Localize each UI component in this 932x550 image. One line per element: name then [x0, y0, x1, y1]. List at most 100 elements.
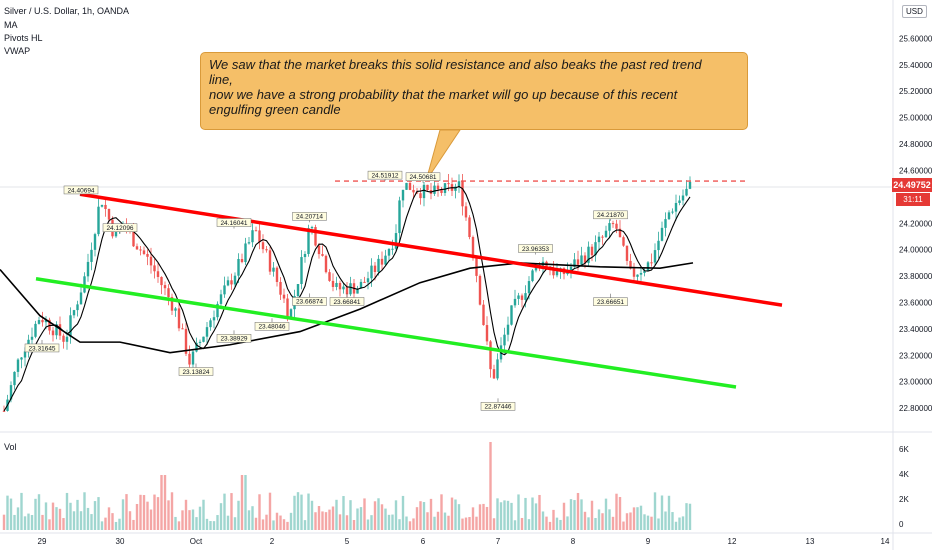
pivot-label-box	[480, 402, 516, 411]
candle-body	[482, 304, 485, 326]
candle-body	[587, 246, 590, 263]
candle-body	[468, 217, 471, 238]
candle-body	[233, 275, 237, 285]
candle-body	[657, 240, 660, 251]
pivot-label: 24.12096	[106, 225, 133, 232]
volume-bar	[394, 500, 398, 530]
candle-body	[573, 259, 576, 267]
volume-bar	[583, 511, 587, 530]
volume-bar	[625, 513, 629, 530]
volume-bar	[300, 494, 303, 530]
volume-bar	[548, 521, 552, 530]
volume-bar	[580, 499, 583, 530]
indicator-ma[interactable]: MA	[4, 20, 18, 30]
candle-body	[436, 185, 440, 190]
volume-bar	[37, 494, 41, 530]
candle-body	[230, 280, 233, 285]
currency-badge[interactable]: USD	[902, 5, 927, 18]
candle-body	[688, 181, 692, 189]
indicator-pivots[interactable]: Pivots HL	[4, 33, 43, 43]
volume-bar	[314, 512, 317, 530]
candle-body	[583, 255, 587, 263]
volume-tick: 6K	[899, 445, 909, 454]
price-tick: 23.20000	[899, 351, 932, 360]
volume-bar	[667, 495, 671, 530]
candle-body	[373, 265, 377, 272]
volume-bar	[569, 499, 573, 530]
countdown-tag: 31:11	[896, 193, 930, 206]
volume-bar	[492, 518, 496, 530]
candle-body	[226, 280, 230, 286]
candle-body	[342, 286, 345, 290]
volume-bar	[643, 514, 646, 530]
candle-body	[90, 249, 93, 262]
volume-bar	[408, 521, 412, 530]
price-tick: 23.80000	[899, 272, 932, 281]
candle-body	[275, 267, 279, 282]
candle-body	[489, 341, 492, 370]
candle-body	[135, 246, 139, 250]
candle-body	[387, 248, 391, 256]
volume-bar	[429, 498, 433, 530]
volume-bar	[541, 511, 545, 530]
time-tick: Oct	[190, 537, 203, 546]
candle-body	[671, 211, 674, 213]
volume-bar	[576, 492, 580, 530]
candle-body	[69, 315, 72, 337]
pivot-label-box	[405, 172, 441, 182]
candle-body	[625, 245, 629, 261]
candle-body	[41, 320, 44, 323]
pivot-label: 24.40694	[67, 187, 94, 194]
candle-body	[51, 330, 55, 336]
volume-bar	[342, 496, 345, 530]
volume-bar	[415, 507, 419, 530]
time-tick: 13	[806, 537, 815, 546]
volume-bar	[128, 511, 132, 530]
candle-body	[20, 357, 23, 360]
candle-body	[685, 188, 688, 196]
volume-bar	[391, 514, 394, 530]
pivot-label: 23.66651	[597, 299, 624, 306]
candle-body	[681, 195, 685, 201]
volume-bar	[678, 517, 681, 530]
symbol-title[interactable]: Silver / U.S. Dollar, 1h, OANDA	[4, 6, 130, 16]
candle-body	[401, 189, 405, 201]
indicator-vwap[interactable]: VWAP	[4, 46, 31, 56]
volume-bar	[443, 512, 447, 530]
volume-tick: 0	[899, 520, 904, 529]
candle-body	[650, 262, 653, 264]
volume-bar	[611, 516, 615, 530]
candle-body	[76, 304, 79, 311]
volume-bar	[331, 506, 335, 530]
volume-bar	[205, 518, 209, 530]
candle-body	[384, 255, 387, 265]
candle-body	[65, 336, 69, 342]
volume-bar	[62, 518, 65, 530]
volume-bar	[321, 511, 324, 530]
volume-bar	[506, 500, 510, 530]
volume-bar	[244, 475, 247, 530]
volume-bar	[177, 521, 181, 530]
candle-body	[314, 227, 317, 246]
pivot-label-box	[292, 212, 327, 221]
price-tick: 23.40000	[899, 325, 932, 334]
volume-bar	[65, 492, 69, 530]
candle-body	[181, 328, 184, 330]
candle-body	[454, 186, 457, 191]
candle-body	[2, 410, 6, 412]
candle-body	[604, 230, 608, 238]
volume-bar	[76, 499, 79, 530]
candle-body	[524, 293, 527, 300]
volume-bar	[440, 494, 443, 530]
annotation-callout[interactable]: We saw that the market breaks this solid…	[200, 52, 748, 130]
volume-bar	[233, 517, 237, 530]
volume-bar	[216, 515, 219, 530]
candle-body	[506, 324, 510, 335]
candle-body	[86, 261, 90, 277]
price-tick: 24.00000	[899, 246, 932, 255]
volume-bar	[436, 511, 440, 530]
volume-bar	[545, 516, 548, 530]
volume-bar	[660, 495, 664, 530]
candle-body	[156, 271, 160, 277]
